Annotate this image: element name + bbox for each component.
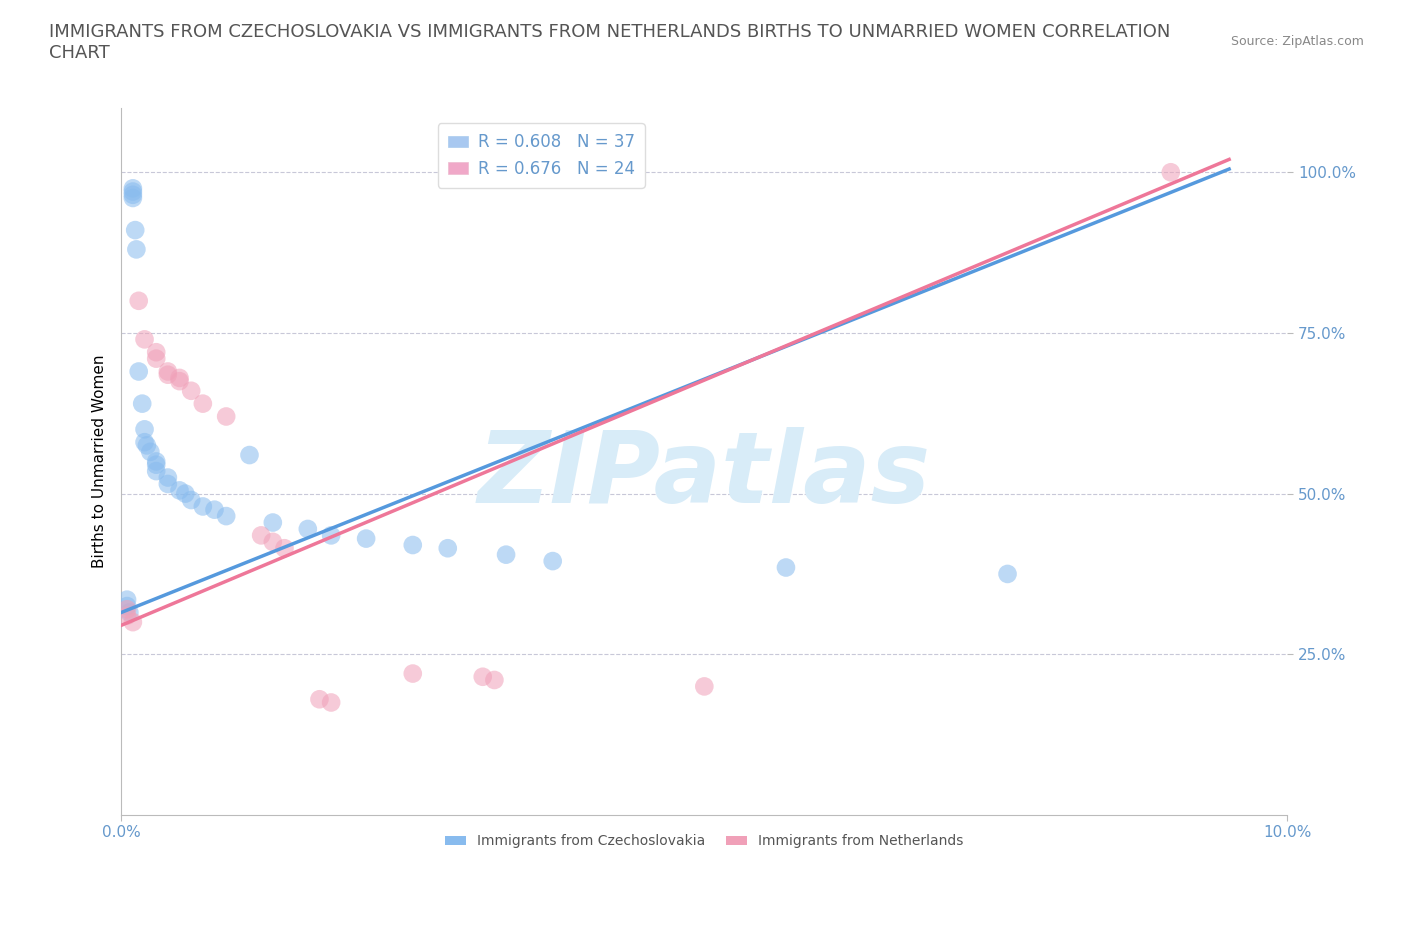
Point <box>997 566 1019 581</box>
Point <box>169 370 191 385</box>
Point <box>541 553 564 568</box>
Point <box>134 332 156 347</box>
Point <box>139 445 162 459</box>
Point <box>156 476 179 491</box>
Point <box>180 493 202 508</box>
Point <box>115 602 138 617</box>
Point <box>124 222 146 237</box>
Point <box>180 383 202 398</box>
Legend: Immigrants from Czechoslovakia, Immigrants from Netherlands: Immigrants from Czechoslovakia, Immigran… <box>440 829 969 854</box>
Point <box>693 679 716 694</box>
Text: IMMIGRANTS FROM CZECHOSLOVAKIA VS IMMIGRANTS FROM NETHERLANDS BIRTHS TO UNMARRIE: IMMIGRANTS FROM CZECHOSLOVAKIA VS IMMIGR… <box>49 23 1171 62</box>
Point <box>262 535 284 550</box>
Point <box>354 531 377 546</box>
Point <box>775 560 797 575</box>
Point <box>134 434 156 449</box>
Point <box>321 695 343 710</box>
Point <box>134 422 156 437</box>
Point <box>250 528 273 543</box>
Text: ZIPatlas: ZIPatlas <box>478 427 931 525</box>
Point <box>122 187 145 202</box>
Point <box>471 670 494 684</box>
Point <box>122 615 145 630</box>
Point <box>484 672 506 687</box>
Point <box>273 541 295 556</box>
Point <box>145 345 167 360</box>
Point <box>262 515 284 530</box>
Point <box>297 522 319 537</box>
Point <box>402 538 425 552</box>
Point <box>156 470 179 485</box>
Point <box>156 364 179 379</box>
Point <box>128 364 150 379</box>
Point <box>156 367 179 382</box>
Point <box>495 547 517 562</box>
Point <box>131 396 153 411</box>
Point <box>191 499 214 514</box>
Point <box>308 692 330 707</box>
Y-axis label: Births to Unmarried Women: Births to Unmarried Women <box>93 354 107 568</box>
Point <box>128 293 150 308</box>
Point <box>122 184 145 199</box>
Point <box>145 464 167 479</box>
Point <box>191 396 214 411</box>
Point <box>122 191 145 206</box>
Point <box>125 242 148 257</box>
Point <box>145 458 167 472</box>
Point <box>145 352 167 366</box>
Point <box>118 605 141 620</box>
Point <box>115 599 138 614</box>
Point <box>115 592 138 607</box>
Point <box>115 608 138 623</box>
Text: Source: ZipAtlas.com: Source: ZipAtlas.com <box>1230 35 1364 48</box>
Point <box>122 181 145 196</box>
Point <box>174 486 197 501</box>
Point <box>321 528 343 543</box>
Point <box>1160 165 1182 179</box>
Point <box>169 374 191 389</box>
Point <box>215 509 238 524</box>
Point <box>169 483 191 498</box>
Point <box>215 409 238 424</box>
Point <box>238 447 260 462</box>
Point <box>402 666 425 681</box>
Point <box>204 502 226 517</box>
Point <box>145 454 167 469</box>
Point <box>436 541 458 556</box>
Point <box>135 438 157 453</box>
